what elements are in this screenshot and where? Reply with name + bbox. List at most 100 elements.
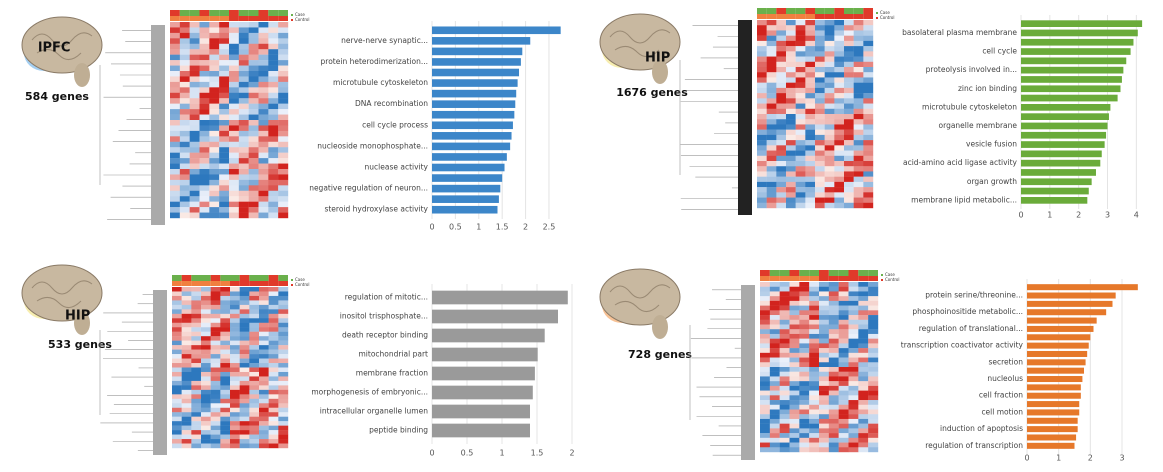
heatmap-group-bar <box>172 281 182 286</box>
heatmap-cell <box>199 163 210 170</box>
category-label: steroid hydroxylase activity <box>324 205 428 214</box>
heatmap-cell <box>189 190 200 197</box>
heatmap-cell <box>199 169 210 175</box>
heatmap-cell <box>848 324 859 330</box>
heatmap-cell <box>258 169 269 175</box>
heatmap-cell <box>191 318 202 323</box>
heatmap-cell <box>229 163 240 170</box>
heatmap-cell <box>779 305 790 311</box>
heatmap-cell <box>809 310 820 316</box>
heatmap-cell <box>278 49 289 55</box>
heatmap-cell <box>819 282 830 287</box>
heatmap-cell <box>868 414 879 420</box>
heatmap-group-bar <box>858 270 869 276</box>
heatmap-cell <box>799 404 810 410</box>
heatmap-cell <box>238 179 249 186</box>
heatmap-cell <box>189 43 200 50</box>
heatmap-cell <box>786 134 796 141</box>
heatmap-cell <box>230 304 240 310</box>
heatmap-cell <box>844 114 854 120</box>
heatmap-cell <box>760 428 771 434</box>
heatmap-cell <box>239 331 250 337</box>
heatmap-cell <box>219 92 230 99</box>
category-label: regulation of transcription <box>925 441 1023 450</box>
heatmap-cell <box>789 385 800 391</box>
heatmap-cell <box>220 295 231 301</box>
heatmap-cell <box>189 92 200 99</box>
heatmap-cell <box>268 443 279 449</box>
heatmap-cell <box>779 400 790 405</box>
x-tick-label: 0 <box>1018 211 1023 220</box>
heatmap-cell <box>844 155 854 162</box>
heatmap-cell <box>172 313 182 319</box>
heatmap-cell <box>248 114 259 121</box>
heatmap-cell <box>238 196 249 202</box>
heatmap-cell <box>170 54 181 61</box>
heatmap-cell <box>757 161 767 167</box>
heatmap-cell <box>828 329 839 335</box>
heatmap-cell <box>863 93 874 99</box>
heatmap-cell <box>858 418 869 424</box>
heatmap-cell <box>809 400 820 405</box>
heatmap-cell <box>863 82 874 89</box>
heatmap-cell <box>863 98 874 104</box>
heatmap-cell <box>278 318 289 323</box>
heatmap-cell <box>799 282 810 287</box>
bar <box>432 153 507 161</box>
heatmap-cell <box>209 98 220 104</box>
heatmap-cell <box>278 345 289 350</box>
heatmap-cell <box>838 348 849 354</box>
heatmap-cell <box>815 72 825 78</box>
heatmap-group-bar <box>853 14 864 19</box>
heatmap-cell <box>863 181 874 188</box>
heatmap-cell <box>828 428 839 434</box>
heatmap-cell <box>848 296 859 302</box>
heatmap-cell <box>868 376 879 382</box>
heatmap-cell <box>769 433 780 439</box>
heatmap-cell <box>268 389 279 395</box>
heatmap-cell <box>779 343 790 349</box>
bar <box>432 58 521 66</box>
heatmap-cell <box>776 40 787 47</box>
bar <box>1027 426 1078 433</box>
heatmap-cell <box>786 114 796 120</box>
category-label: cell cycle process <box>362 120 428 129</box>
heatmap-cell <box>219 109 230 115</box>
heatmap-cell <box>249 336 260 341</box>
heatmap-group-bar <box>189 16 200 21</box>
heatmap-cell <box>259 358 269 364</box>
heatmap-cell <box>838 433 849 439</box>
heatmap-cell <box>863 77 874 83</box>
heatmap-cell <box>776 155 787 162</box>
heatmap-cell <box>268 196 279 202</box>
heatmap-cell <box>170 152 181 159</box>
heatmap-group-bar <box>179 16 190 21</box>
heatmap-cell <box>776 72 787 78</box>
bar <box>432 385 533 400</box>
heatmap-cell <box>170 201 181 208</box>
heatmap-cell <box>181 336 192 341</box>
heatmap-cell <box>838 286 849 292</box>
heatmap-cell <box>838 367 849 372</box>
heatmap-cell <box>868 333 879 339</box>
heatmap-cell <box>799 319 810 325</box>
heatmap-cell <box>819 376 830 382</box>
heatmap-cell <box>853 77 864 83</box>
heatmap-cell <box>229 49 240 55</box>
heatmap-group-bar <box>209 16 220 21</box>
heatmap-cell <box>853 25 864 31</box>
heatmap-cell <box>259 394 269 400</box>
heatmap-cell <box>760 343 771 349</box>
heatmap-cell <box>248 32 259 39</box>
heatmap-cell <box>848 376 859 382</box>
heatmap-cell <box>249 367 260 373</box>
heatmap-cell <box>795 155 806 162</box>
gene-count: 584 genes <box>25 90 89 103</box>
heatmap-cell <box>815 145 825 151</box>
heatmap-cell <box>239 425 250 431</box>
heatmap-cell <box>219 22 230 28</box>
heatmap-group-bar <box>795 8 806 14</box>
heatmap-cell <box>853 30 864 36</box>
heatmap-group-bar <box>853 8 864 14</box>
heatmap-cell <box>757 202 767 209</box>
